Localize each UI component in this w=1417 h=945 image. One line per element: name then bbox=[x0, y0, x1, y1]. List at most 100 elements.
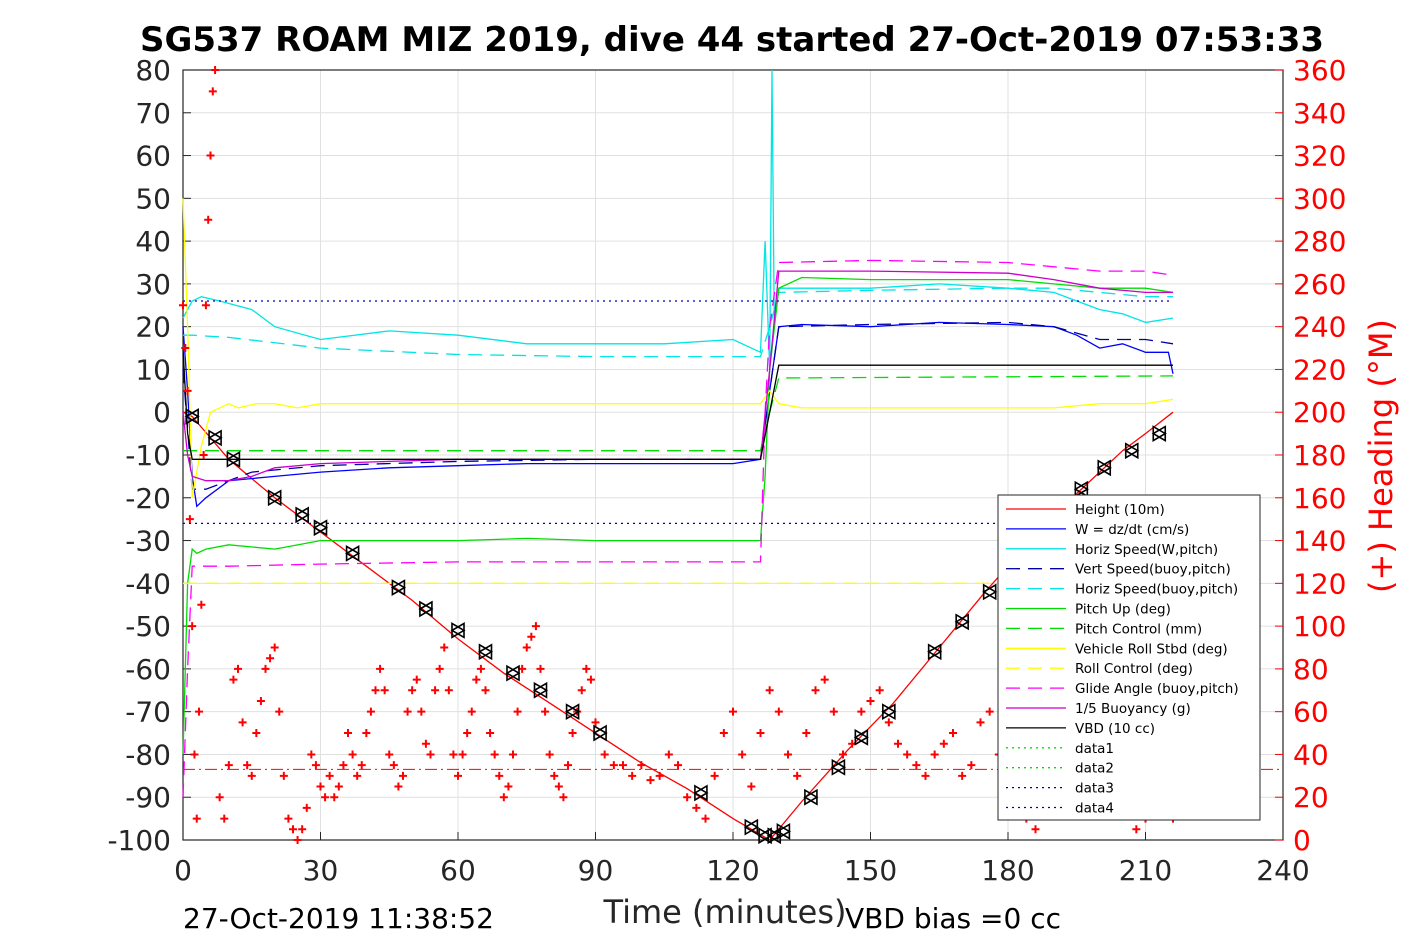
right-axis-label: (+) Heading (°M) bbox=[1362, 319, 1400, 593]
x-tick-label: 210 bbox=[1119, 854, 1172, 887]
heading-point bbox=[302, 803, 311, 812]
profile-marker-left bbox=[344, 544, 360, 562]
heading-point bbox=[884, 718, 893, 727]
heading-point bbox=[600, 750, 609, 759]
heading-point bbox=[829, 707, 838, 716]
heading-point bbox=[394, 782, 403, 791]
heading-point bbox=[866, 696, 875, 705]
legend-label-7: Vehicle Roll Stbd (deg) bbox=[1075, 641, 1228, 657]
y-tick-label: -60 bbox=[125, 653, 171, 686]
legend-label-15: data4 bbox=[1075, 801, 1114, 817]
heading-point bbox=[201, 301, 210, 310]
y-tick-label: -40 bbox=[125, 567, 171, 600]
heading-point bbox=[334, 782, 343, 791]
profile-marker-left bbox=[532, 681, 548, 699]
profile-marker-left bbox=[954, 613, 969, 631]
y-tick-label: 70 bbox=[135, 97, 171, 130]
right-tick-label: 300 bbox=[1293, 182, 1346, 215]
profile-marker-left bbox=[312, 519, 328, 537]
series-line-11 bbox=[182, 348, 1173, 460]
heading-point bbox=[440, 643, 449, 652]
profile-marker-left bbox=[1124, 442, 1139, 460]
x-tick-label: 240 bbox=[1256, 854, 1309, 887]
heading-point bbox=[976, 718, 985, 727]
heading-point bbox=[591, 718, 600, 727]
heading-point bbox=[531, 622, 540, 631]
heading-point bbox=[472, 675, 481, 684]
heading-point bbox=[619, 761, 627, 770]
right-tick-label: 240 bbox=[1293, 311, 1346, 344]
heading-point bbox=[577, 686, 586, 695]
profile-marker-left bbox=[1151, 425, 1167, 443]
heading-point bbox=[568, 729, 577, 738]
y-tick-label: -100 bbox=[107, 824, 171, 857]
right-tick-label: 320 bbox=[1293, 140, 1346, 173]
profile-marker-left bbox=[267, 489, 282, 507]
legend: Height (10m) W = dz/dt (cm/s) Horiz Speed(… bbox=[997, 494, 1261, 821]
heading-point bbox=[559, 793, 568, 802]
heading-point bbox=[664, 750, 673, 759]
series-line-6 bbox=[183, 375, 1174, 452]
heading-point bbox=[903, 750, 912, 759]
heading-point bbox=[586, 675, 595, 684]
heading-point bbox=[206, 151, 215, 160]
series-line-4 bbox=[183, 287, 1173, 358]
heading-point bbox=[185, 515, 194, 524]
right-tick-label: 180 bbox=[1293, 439, 1346, 472]
profile-marker-left bbox=[830, 758, 846, 776]
right-tick-label: 140 bbox=[1293, 525, 1346, 558]
heading-point bbox=[857, 707, 866, 716]
heading-point bbox=[609, 761, 618, 770]
heading-point bbox=[204, 215, 213, 224]
y-tick-label: -10 bbox=[125, 439, 171, 472]
heading-point bbox=[756, 729, 765, 738]
heading-point bbox=[316, 782, 325, 791]
heading-point bbox=[224, 761, 233, 770]
heading-point bbox=[710, 771, 719, 780]
heading-point bbox=[195, 707, 204, 716]
heading-point bbox=[628, 771, 637, 780]
heading-point bbox=[339, 761, 348, 770]
profile-marker-left bbox=[1096, 459, 1112, 477]
legend-label-2: Horiz Speed(W,pitch) bbox=[1075, 542, 1218, 558]
profile-marker-left bbox=[766, 827, 782, 845]
heading-point bbox=[509, 750, 517, 759]
profile-marker-left bbox=[450, 621, 465, 639]
right-tick-label: 200 bbox=[1293, 396, 1346, 429]
right-tick-label: 60 bbox=[1293, 696, 1329, 729]
heading-point bbox=[802, 729, 811, 738]
heading-point bbox=[476, 664, 485, 673]
heading-point bbox=[522, 643, 531, 652]
heading-point bbox=[362, 729, 371, 738]
series-line-2 bbox=[182, 69, 1174, 370]
heading-point bbox=[426, 750, 435, 759]
legend-label-9: Glide Angle (buoy,pitch) bbox=[1075, 681, 1239, 697]
heading-point bbox=[298, 825, 307, 834]
heading-point bbox=[325, 771, 334, 780]
profile-marker-left bbox=[853, 728, 869, 746]
heading-point bbox=[353, 771, 362, 780]
right-tick-label: 100 bbox=[1293, 610, 1346, 643]
heading-point bbox=[399, 771, 407, 780]
heading-point bbox=[366, 707, 375, 716]
y-tick-label: 80 bbox=[135, 54, 171, 87]
right-tick-label: 340 bbox=[1293, 97, 1346, 130]
y-tick-label: 10 bbox=[135, 353, 171, 386]
heading-point bbox=[371, 686, 380, 695]
heading-point bbox=[454, 771, 462, 780]
series-line-7 bbox=[182, 198, 1174, 498]
heading-point bbox=[307, 750, 316, 759]
profile-marker-left bbox=[757, 827, 772, 845]
heading-point bbox=[674, 761, 682, 770]
series-line-5 bbox=[182, 276, 1174, 755]
heading-point bbox=[949, 729, 957, 738]
heading-point bbox=[527, 632, 536, 641]
right-tick-label: 80 bbox=[1293, 653, 1329, 686]
heading-point bbox=[504, 782, 513, 791]
heading-point bbox=[389, 761, 398, 770]
profile-marker-left bbox=[1073, 480, 1089, 498]
heading-point bbox=[490, 750, 499, 759]
heading-point bbox=[692, 803, 701, 812]
heading-point bbox=[894, 739, 902, 748]
heading-point bbox=[839, 750, 847, 759]
